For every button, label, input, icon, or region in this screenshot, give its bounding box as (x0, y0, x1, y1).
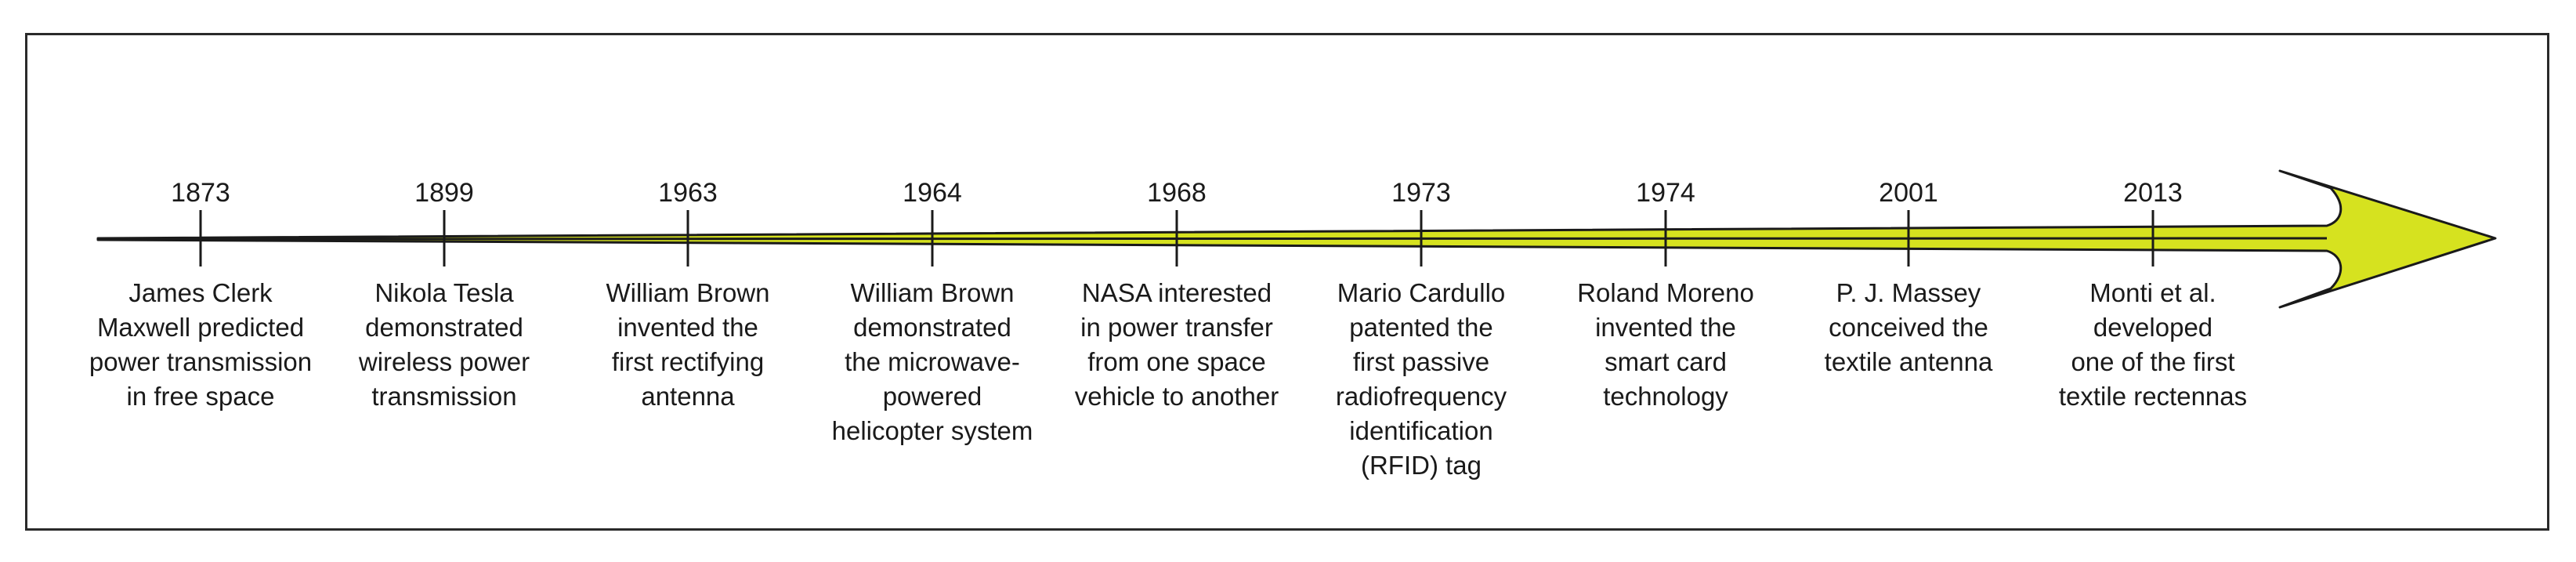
timeline-baseline (97, 237, 2328, 241)
event-description: Nikola Tesla demonstrated wireless power… (358, 278, 530, 411)
diagram-frame (25, 33, 2549, 531)
event-description: James Clerk Maxwell predicted power tran… (89, 278, 313, 411)
event-description: Monti et al. developed one of the first … (2058, 278, 2248, 411)
event-description: William Brown demonstrated the microwave… (831, 278, 1033, 445)
event-year: 1964 (903, 178, 962, 208)
event-year: 2001 (1879, 178, 1938, 208)
event-year: 1873 (171, 178, 230, 208)
event-year: 1963 (658, 178, 718, 208)
event-description: William Brown invented the first rectify… (606, 278, 770, 411)
event-year: 1974 (1636, 178, 1695, 208)
event-year: 1899 (414, 178, 474, 208)
event-description: P. J. Massey conceived the textile anten… (1824, 278, 1993, 376)
event-description: Mario Cardullo patented the first passiv… (1335, 278, 1507, 480)
event-description: NASA interested in power transfer from o… (1074, 278, 1279, 411)
event-year: 2013 (2123, 178, 2183, 208)
event-year: 1968 (1147, 178, 1207, 208)
event-description: Roland Moreno invented the smart card te… (1577, 278, 1754, 411)
event-year: 1973 (1391, 178, 1451, 208)
